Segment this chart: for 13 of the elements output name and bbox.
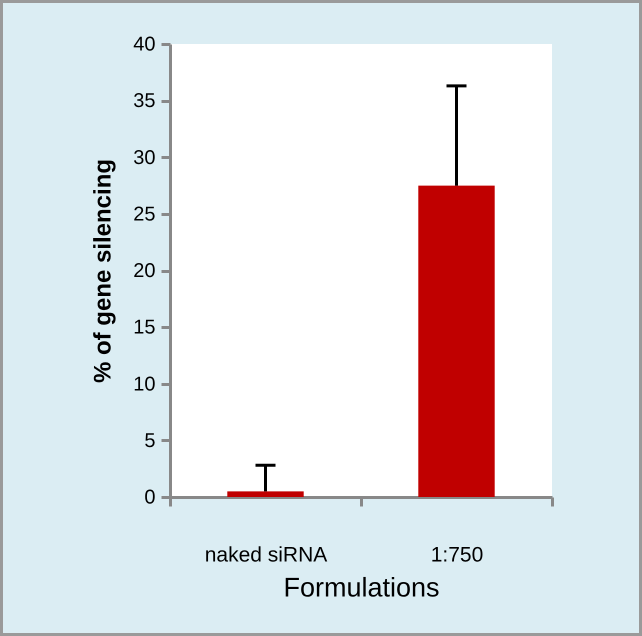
y-tick-label: 10	[133, 373, 156, 396]
y-tick-label: 30	[133, 146, 156, 169]
y-axis-title: % of gene silencing	[89, 158, 116, 384]
y-tick-label: 40	[133, 34, 156, 56]
x-tick-label: 1:750	[430, 544, 484, 566]
x-axis-title: Formulations	[283, 572, 440, 602]
x-tick-label: naked siRNA	[204, 544, 328, 566]
y-tick-label: 0	[144, 486, 156, 508]
y-tick-label: 20	[133, 260, 156, 282]
y-tick-label: 25	[133, 203, 156, 226]
y-tick-label: 5	[144, 430, 156, 452]
y-tick-label: 15	[133, 316, 156, 339]
y-tick-label: 35	[133, 90, 156, 112]
